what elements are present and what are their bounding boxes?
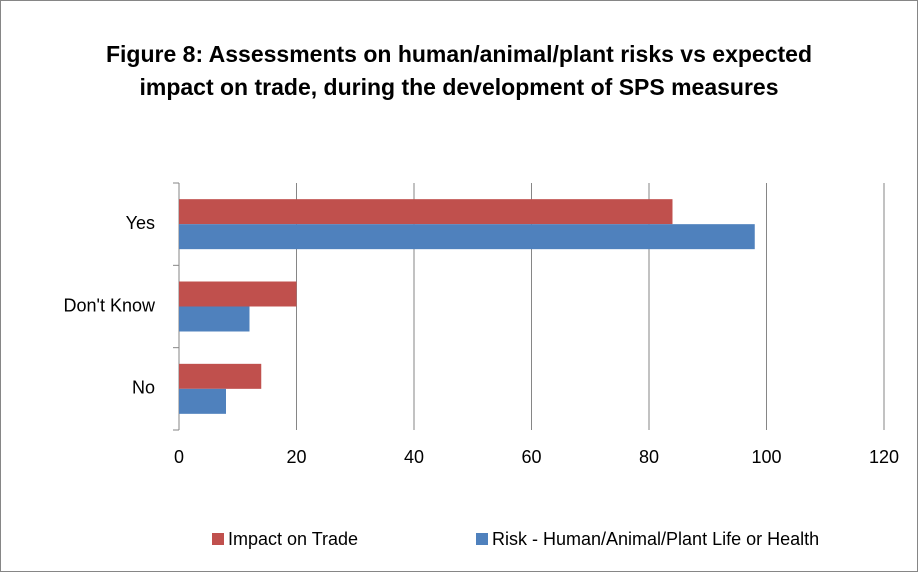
bar <box>179 281 297 307</box>
bar <box>179 199 673 225</box>
legend-label: Impact on Trade <box>228 529 358 549</box>
legend-swatch <box>476 533 488 545</box>
bar <box>179 306 250 332</box>
bar <box>179 224 755 250</box>
x-tick-label: 20 <box>286 447 306 467</box>
bar <box>179 363 262 389</box>
x-tick-label: 0 <box>174 447 184 467</box>
bar <box>179 388 226 414</box>
x-tick-label: 80 <box>639 447 659 467</box>
legend-label: Risk - Human/Animal/Plant Life or Health <box>492 529 819 549</box>
y-tick-label: Don't Know <box>64 295 156 315</box>
x-tick-label: 60 <box>521 447 541 467</box>
chart-title: Figure 8: Assessments on human/animal/pl… <box>105 41 812 100</box>
x-tick-label: 120 <box>869 447 899 467</box>
legend-swatch <box>212 533 224 545</box>
x-tick-label: 100 <box>751 447 781 467</box>
y-tick-label: Yes <box>126 213 155 233</box>
x-tick-label: 40 <box>404 447 424 467</box>
y-tick-label: No <box>132 378 155 398</box>
